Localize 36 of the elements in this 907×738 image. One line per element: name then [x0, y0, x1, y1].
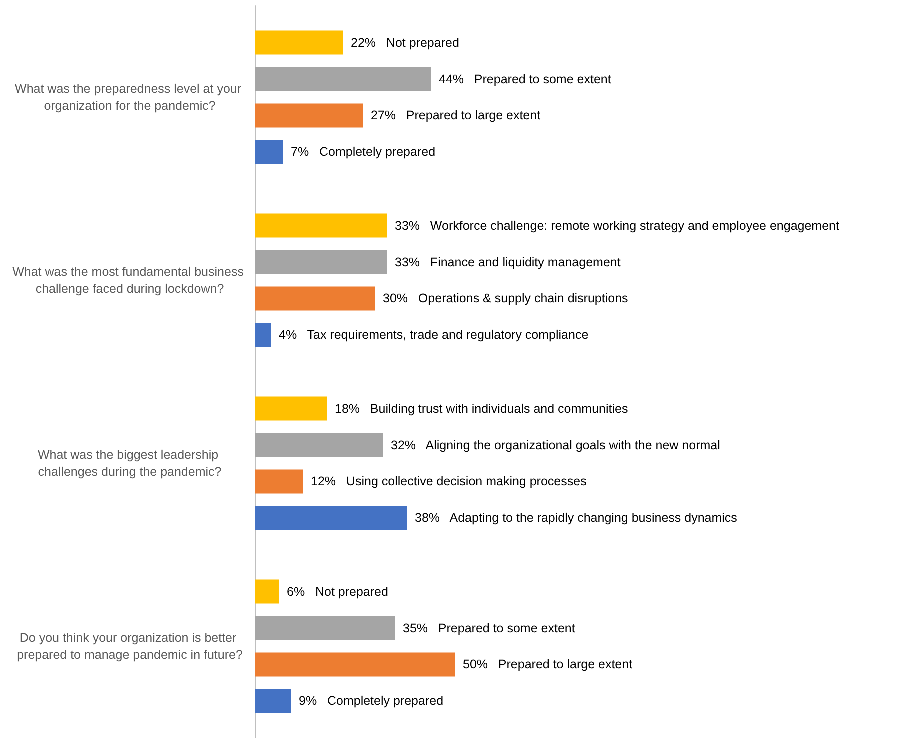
y-tick-label: What was the most fundamental business challenge faced during lockdown?	[12, 265, 248, 296]
data-label: 12% Using collective decision making processes	[311, 474, 587, 489]
data-label: 32% Aligning the organizational goals with the new normal	[391, 438, 720, 452]
y-tick-label: What was the preparedness level at your organization for the pandemic?	[15, 82, 245, 113]
y-tick-label: Do you think your organization is better prepared to manage pandemic in future?	[17, 631, 243, 662]
data-label: 27% Prepared to large extent	[371, 108, 542, 123]
bar	[255, 580, 279, 604]
data-label: 22% Not prepared	[351, 36, 460, 50]
data-label: 30% Operations & supply chain disruptions	[383, 292, 628, 306]
bar	[255, 652, 455, 677]
bar	[255, 689, 291, 714]
data-label: 33% Finance and liquidity management	[395, 255, 622, 270]
data-label: 50% Prepared to large extent	[463, 658, 634, 672]
bar	[255, 506, 407, 530]
data-label: 35% Prepared to some extent	[403, 621, 576, 636]
data-label: 9% Completely prepared	[299, 694, 444, 708]
data-label: 44% Prepared to some extent	[439, 72, 612, 86]
bar	[255, 140, 283, 164]
bar	[255, 30, 343, 55]
bar	[255, 433, 383, 458]
y-tick-label: What was the biggest leadership challenges during the pandemic?	[38, 448, 222, 479]
data-label: 33% Workforce challenge: remote working strategy and employee engagement	[395, 218, 840, 233]
data-label: 38% Adapting to the rapidly changing business dynamics	[415, 511, 738, 526]
data-label: 18% Building trust with individuals and communities	[335, 402, 628, 416]
data-label: 7% Completely prepared	[291, 145, 436, 160]
data-label: 4% Tax requirements, trade and regulatory compliance	[279, 328, 589, 342]
bar	[255, 67, 431, 92]
bar	[255, 250, 387, 274]
data-label: 6% Not prepared	[287, 584, 388, 599]
bar	[255, 286, 375, 311]
bar	[255, 616, 395, 640]
bar	[255, 104, 363, 128]
bar	[255, 323, 271, 348]
bar	[255, 214, 387, 238]
bar	[255, 470, 303, 494]
bar	[255, 396, 327, 421]
